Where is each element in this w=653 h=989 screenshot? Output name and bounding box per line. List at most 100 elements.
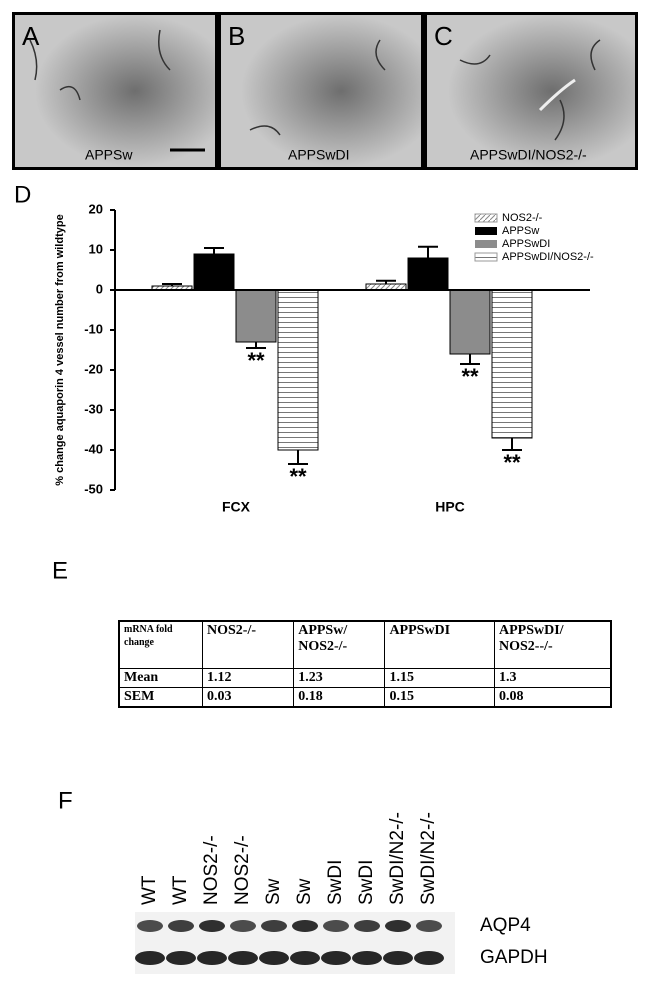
- bar: [277, 289, 319, 451]
- legend-label: APPSw: [502, 225, 539, 237]
- lane-label: Sw: [294, 878, 315, 905]
- table-row: SEM 0.03 0.18 0.15 0.08: [118, 687, 612, 708]
- mrna-table: mRNA fold change NOS2-/- APPSw/ NOS2-/- …: [118, 620, 612, 708]
- table-header: mRNA fold change NOS2-/- APPSw/ NOS2-/- …: [118, 620, 612, 669]
- lane-label: SwDI/N2-/-: [418, 812, 439, 905]
- image-caption: APPSw: [85, 147, 133, 163]
- micrograph: [15, 15, 215, 167]
- lane-label: WT: [170, 875, 191, 905]
- table-cell: 1.3: [494, 668, 612, 688]
- micrograph-strip: A B C APPSw APPSwDI APPSwDI/NOS2-/-: [12, 12, 638, 170]
- lane-label: SwDI/N2-/-: [387, 812, 408, 905]
- legend-swatch: [474, 213, 498, 223]
- error-bar: [246, 342, 266, 349]
- y-tick-label: 0: [96, 281, 103, 296]
- table-cell: APPSwDI: [384, 620, 495, 669]
- y-tick-label: -40: [84, 441, 103, 456]
- y-tick-label: -30: [84, 401, 103, 416]
- x-tick-label: FCX: [222, 499, 251, 515]
- bar: [491, 289, 533, 439]
- blot-band: [199, 920, 225, 932]
- table-cell: 1.12: [201, 668, 295, 688]
- blot-band: [166, 951, 196, 965]
- table-cell: 0.03: [201, 687, 295, 708]
- table-cell: mRNA fold change: [118, 620, 203, 669]
- blot-band: [135, 951, 165, 965]
- blot-band: [259, 951, 289, 965]
- error-bar: [418, 245, 438, 258]
- blot-band: [416, 920, 442, 932]
- lane-label: NOS2-/-: [201, 835, 222, 905]
- table-cell: APPSwDI/ NOS2--/-: [494, 620, 612, 669]
- panel-label: F: [58, 787, 73, 814]
- panel-label: C: [434, 21, 453, 51]
- micrograph: [221, 15, 421, 167]
- vessel-trace: [29, 29, 601, 141]
- blot-band: [383, 951, 413, 965]
- blot-band: [321, 951, 351, 965]
- table-cell: NOS2-/-: [201, 620, 295, 669]
- image-caption: APPSwDI/NOS2-/-: [470, 147, 587, 163]
- legend-swatch: [475, 240, 497, 248]
- blot-band: [292, 920, 318, 932]
- table-cell: 0.15: [384, 687, 495, 708]
- lane-label: NOS2-/-: [232, 835, 253, 905]
- blot-band: [385, 920, 411, 932]
- blot-band: [228, 951, 258, 965]
- legend-swatch: [474, 252, 498, 262]
- lane-label: SwDI: [356, 860, 377, 905]
- significance-mark: **: [503, 450, 521, 475]
- bar: [193, 253, 235, 291]
- vessel-highlight: [538, 78, 576, 112]
- y-tick-label: -20: [84, 361, 103, 376]
- panel-label: B: [228, 21, 245, 51]
- blot-band: [354, 920, 380, 932]
- lane-label: SwDI: [325, 860, 346, 905]
- y-tick-label: -50: [84, 481, 103, 496]
- image-caption: APPSwDI: [288, 147, 349, 163]
- panel-label: D: [14, 181, 31, 208]
- significance-mark: **: [247, 348, 265, 373]
- micrograph: [427, 15, 635, 167]
- error-bar: [502, 438, 522, 451]
- bar: [235, 289, 277, 343]
- y-tick-label: 20: [89, 201, 103, 216]
- significance-mark: **: [461, 364, 479, 389]
- bar: [449, 289, 491, 355]
- y-tick-label: -10: [84, 321, 103, 336]
- error-bar: [204, 247, 224, 254]
- x-tick-label: HPC: [435, 499, 465, 515]
- bar: [407, 257, 449, 291]
- table-cell: Mean: [118, 668, 203, 688]
- error-bar: [460, 354, 480, 365]
- table-cell: SEM: [118, 687, 203, 708]
- blot-band: [261, 920, 287, 932]
- lane-label: WT: [139, 875, 160, 905]
- panel-label: A: [22, 21, 40, 51]
- table-cell: 1.23: [293, 668, 386, 688]
- error-bar: [376, 279, 396, 284]
- lane-label: Sw: [263, 878, 284, 905]
- table-cell: 0.08: [494, 687, 612, 708]
- blot-band: [414, 951, 444, 965]
- y-axis-label: % change aquaporin 4 vessel number from …: [54, 214, 66, 485]
- blot-band: [352, 951, 382, 965]
- panel-label: E: [52, 557, 68, 584]
- blot-band: [197, 951, 227, 965]
- y-tick-label: 10: [89, 241, 103, 256]
- legend-label: APPSwDI: [502, 238, 550, 250]
- table-cell: 0.18: [293, 687, 386, 708]
- table-cell: APPSw/ NOS2-/-: [293, 620, 386, 669]
- blot-band: [168, 920, 194, 932]
- band-label: AQP4: [480, 915, 531, 936]
- legend-label: NOS2-/-: [502, 212, 543, 224]
- table-row: Mean 1.12 1.23 1.15 1.3: [118, 668, 612, 688]
- error-bar: [288, 450, 308, 465]
- blot-band: [290, 951, 320, 965]
- blot-band: [230, 920, 256, 932]
- blot-band: [137, 920, 163, 932]
- legend-swatch: [475, 227, 497, 235]
- band-label: GAPDH: [480, 947, 548, 968]
